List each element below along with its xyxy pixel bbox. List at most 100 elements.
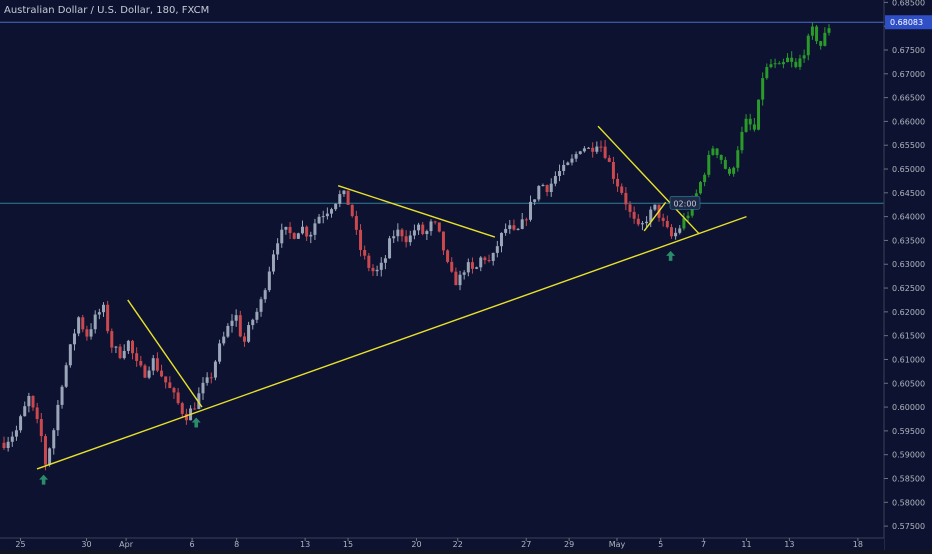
projection-candle [819, 41, 823, 46]
projection-candle [777, 63, 781, 65]
candle-body [209, 377, 213, 379]
price-tick-label: 0.60000 [892, 403, 925, 412]
candle-body [462, 272, 466, 275]
projection-candle [781, 62, 785, 65]
candle-body [450, 261, 454, 272]
candle-body [300, 226, 304, 234]
candle-body [317, 216, 321, 224]
candle-body [379, 262, 383, 270]
projection-candle [711, 148, 715, 155]
price-tick-label: 0.63500 [892, 236, 925, 245]
candle-body [537, 186, 541, 200]
projection-candle [786, 57, 790, 63]
projection-candle [802, 55, 806, 59]
trendline[interactable] [597, 125, 700, 234]
candle-body [661, 217, 665, 221]
candle-body [674, 232, 678, 237]
price-tick-label: 0.65000 [892, 165, 925, 174]
candle-body [499, 232, 503, 247]
candle-body [35, 407, 39, 420]
candle-body [164, 376, 168, 383]
price-tick-label: 0.61500 [892, 332, 925, 341]
trendline[interactable] [36, 215, 747, 470]
candle-body [346, 190, 350, 205]
candle-body [23, 406, 27, 417]
projection-candle [794, 61, 798, 67]
candle-body [43, 436, 47, 465]
candle-body [587, 147, 591, 149]
candle-body [566, 162, 570, 165]
trendline[interactable] [643, 201, 667, 232]
candle-body [363, 249, 367, 256]
projection-candle [748, 118, 752, 125]
candle-body [645, 221, 649, 224]
candle-body [533, 199, 537, 202]
candle-body [607, 157, 611, 162]
trendline[interactable] [127, 299, 203, 408]
candle-body [325, 213, 329, 217]
candle-body [582, 148, 586, 152]
price-tick-label: 0.66500 [892, 94, 925, 103]
candle-body [106, 304, 110, 332]
candle-body [218, 343, 222, 362]
candle-body [276, 243, 280, 255]
candle-body [475, 267, 479, 269]
candle-body [226, 325, 230, 337]
candle-body [504, 228, 508, 233]
candle-body [118, 346, 122, 359]
candle-body [520, 219, 524, 229]
candle-body [27, 396, 31, 407]
candle-body [222, 336, 226, 344]
candle-body [172, 388, 176, 393]
candle-body [429, 221, 433, 232]
candle-body [574, 154, 578, 159]
time-tick-label: 11 [741, 540, 751, 549]
candle-body [632, 211, 636, 219]
time-tick-label: 27 [521, 540, 531, 549]
candle-body [678, 228, 682, 233]
candle-body [470, 262, 474, 269]
projection-candle [719, 155, 723, 160]
candle-body [371, 267, 375, 272]
price-tick-label: 0.62000 [892, 308, 925, 317]
candle-body [458, 274, 462, 286]
candle-body [97, 312, 101, 315]
candle-body [143, 365, 147, 378]
candle-body [553, 176, 557, 184]
candle-body [234, 315, 238, 321]
candle-body [147, 370, 151, 378]
time-tick-label: 8 [234, 540, 239, 549]
candle-body [421, 224, 425, 235]
time-tick-label: 22 [453, 540, 463, 549]
candle-body [541, 185, 545, 187]
candle-body [433, 221, 437, 223]
candle-body [122, 350, 126, 359]
projection-candle [806, 35, 810, 56]
candle-body [296, 233, 300, 239]
projection-candle [732, 167, 736, 174]
price-tick-label: 0.57500 [892, 522, 925, 531]
candle-body [396, 229, 400, 237]
candle-body [135, 353, 139, 361]
price-tag-label: 0.68083 [890, 18, 923, 27]
time-tick-label: 29 [564, 540, 574, 549]
candle-body [624, 192, 628, 205]
projection-candle [703, 174, 707, 183]
candle-body [6, 441, 10, 449]
candle-body [14, 430, 18, 437]
price-tick-label: 0.67500 [892, 46, 925, 55]
projection-candle [798, 58, 802, 67]
projection-candle [723, 159, 727, 169]
candle-body [529, 201, 533, 220]
candle-body [603, 146, 607, 158]
candle-body [39, 419, 43, 437]
candle-body [616, 178, 620, 187]
arrow-up-icon [191, 417, 201, 428]
candle-body [2, 442, 6, 449]
candle-body [305, 226, 309, 237]
candle-body [19, 416, 23, 431]
candle-body [93, 314, 97, 330]
trendline[interactable] [337, 185, 496, 238]
